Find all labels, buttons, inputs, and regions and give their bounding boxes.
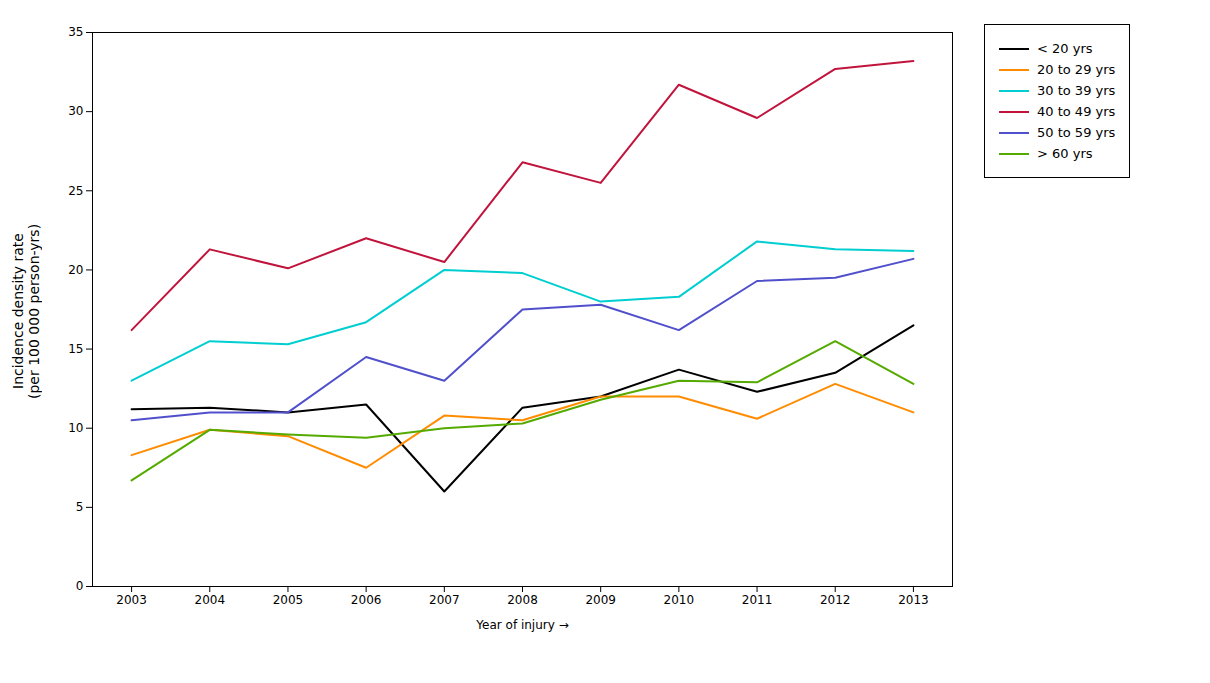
svg-text:30: 30 (68, 104, 83, 118)
svg-text:25: 25 (68, 184, 83, 198)
svg-text:2013: 2013 (898, 593, 929, 607)
html-text:40 to 49 yrs: 40 to 49 yrs (1037, 104, 1116, 119)
svg-text:0: 0 (76, 579, 84, 593)
svg-text:35: 35 (68, 25, 83, 39)
svg-text:2006: 2006 (351, 593, 382, 607)
svg-text:2009: 2009 (585, 593, 616, 607)
html-text:Incidence density rate (per 10: Incidence density rate (per 100 000 pers… (10, 223, 42, 399)
svg-text:2010: 2010 (664, 593, 695, 607)
svg-text:Year of injury →: Year of injury → (475, 618, 568, 632)
svg-text:2012: 2012 (820, 593, 851, 607)
svg-text:2003: 2003 (116, 593, 147, 607)
svg-text:2008: 2008 (507, 593, 538, 607)
html-text:> 60 yrs: > 60 yrs (1037, 146, 1093, 161)
svg-text:2004: 2004 (194, 593, 225, 607)
html-text:50 to 59 yrs: 50 to 59 yrs (1037, 125, 1116, 140)
svg-text:2005: 2005 (273, 593, 304, 607)
svg-text:20: 20 (68, 263, 83, 277)
svg-text:10: 10 (68, 421, 83, 435)
svg-text:2011: 2011 (742, 593, 773, 607)
html-text:30 to 39 yrs: 30 to 39 yrs (1037, 83, 1116, 98)
svg-text:15: 15 (68, 342, 83, 356)
svg-text:2007: 2007 (429, 593, 460, 607)
html-text:< 20 yrs: < 20 yrs (1037, 41, 1093, 56)
svg-text:5: 5 (76, 500, 84, 514)
html-text:20 to 29 yrs: 20 to 29 yrs (1037, 62, 1116, 77)
